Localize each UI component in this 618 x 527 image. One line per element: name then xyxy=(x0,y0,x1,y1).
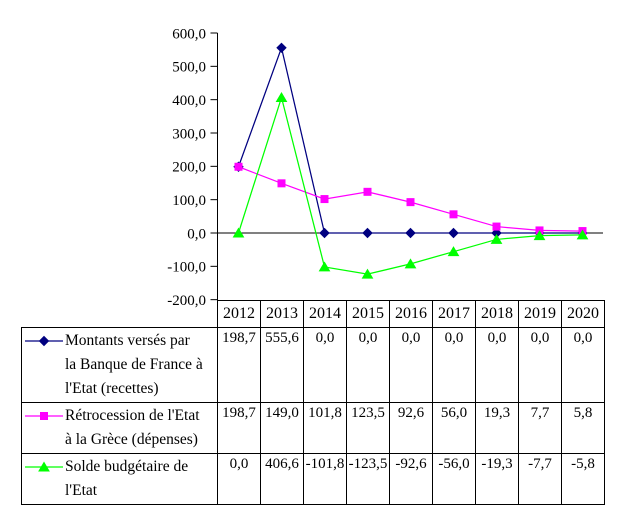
table-cell: 19,3 xyxy=(475,402,519,454)
data-point-marker-square xyxy=(277,179,286,188)
data-point-marker-triangle xyxy=(576,229,589,240)
series-label: Montants versés par la Banque de France à… xyxy=(65,329,203,401)
y-axis-tick-label: -200,0 xyxy=(167,293,206,309)
year-header: 2012 xyxy=(217,300,261,328)
y-axis-tick-label: 100,0 xyxy=(172,193,206,209)
year-header: 2019 xyxy=(518,300,562,328)
table-cell: 0,0 xyxy=(389,327,433,403)
table-cell: 406,6 xyxy=(260,453,304,505)
data-table: 2012 2013 2014 2015 2016 2017 2018 2019 2020 Mont… xyxy=(21,300,605,505)
series-label-line: la Banque de France à xyxy=(65,356,203,373)
series-label-line: l'Etat xyxy=(65,482,98,499)
table-cell: 0,0 xyxy=(561,327,605,403)
table-cell: 149,0 xyxy=(260,402,304,454)
data-point-marker-square xyxy=(492,222,501,231)
data-point-marker-square xyxy=(320,195,329,204)
data-point-marker-triangle xyxy=(318,261,331,272)
table-cell: -56,0 xyxy=(432,453,476,505)
data-point-marker-diamond xyxy=(362,227,373,239)
series-label-line: à la Grèce (dépenses) xyxy=(65,431,198,448)
table-cell: 123,5 xyxy=(346,402,390,454)
table-cell: -101,8 xyxy=(303,453,347,505)
data-point-marker-diamond xyxy=(276,42,287,54)
data-point-marker-square xyxy=(234,162,243,171)
table-cell: 198,7 xyxy=(217,402,261,454)
data-point-marker-diamond xyxy=(319,227,330,239)
year-header: 2017 xyxy=(432,300,476,328)
table-row: Rétrocession de l'Etat à la Grèce (dépens… xyxy=(21,402,605,454)
data-point-marker-diamond xyxy=(405,227,416,239)
data-point-marker-diamond xyxy=(448,227,459,239)
table-cell: -7,7 xyxy=(518,453,562,505)
y-axis-tick-label: 400,0 xyxy=(172,93,206,109)
table-cell: 92,6 xyxy=(389,402,433,454)
data-point-marker-triangle xyxy=(361,268,374,279)
series-label: Solde budgétaire de l'Etat xyxy=(65,455,188,503)
series-label-line: Solde budgétaire de xyxy=(65,458,189,475)
data-point-marker-triangle xyxy=(490,233,503,244)
series-label: Rétrocession de l'Etat à la Grèce (dépens… xyxy=(65,404,200,452)
series-label-cell: Solde budgétaire de l'Etat xyxy=(21,453,218,505)
data-point-marker-square xyxy=(406,198,415,207)
data-point-marker-triangle xyxy=(404,258,417,269)
table-cell: -19,3 xyxy=(475,453,519,505)
table-cell: -123,5 xyxy=(346,453,390,505)
data-point-marker-triangle xyxy=(447,246,460,257)
table-cell: -5,8 xyxy=(561,453,605,505)
data-point-marker-triangle xyxy=(38,461,50,472)
table-cell: 0,0 xyxy=(346,327,390,403)
y-axis-tick-label: 600,0 xyxy=(172,26,206,42)
data-point-marker-triangle xyxy=(533,230,546,241)
line-chart: 600,0 500,0 400,0 300,0 200,0 100,0 0,0 -100,0 -… xyxy=(167,26,603,309)
data-point-marker-triangle xyxy=(232,227,245,238)
table-cell: 0,0 xyxy=(475,327,519,403)
table-cell: 56,0 xyxy=(432,402,476,454)
table-cell: 0,0 xyxy=(518,327,562,403)
series-label-line: l'Etat (recettes) xyxy=(65,380,159,397)
data-point-marker-triangle xyxy=(275,91,288,102)
year-header: 2013 xyxy=(260,300,304,328)
year-header: 2020 xyxy=(561,300,605,328)
table-cell: 7,7 xyxy=(518,402,562,454)
y-axis-tick-label: 500,0 xyxy=(172,60,206,76)
year-header: 2014 xyxy=(303,300,347,328)
table-cell: 555,6 xyxy=(260,327,304,403)
y-axis-tick-label: 300,0 xyxy=(172,126,206,142)
table-cell: 101,8 xyxy=(303,402,347,454)
table-row: Montants versés par la Banque de France à… xyxy=(21,327,605,403)
y-axis-tick-label: -100,0 xyxy=(167,260,206,276)
table-row: Solde budgétaire de l'Etat 0,0 406,6 -101,8-… xyxy=(21,453,605,505)
legend-key-triangle-up-icon xyxy=(25,461,63,472)
table-cell: 198,7 xyxy=(217,327,261,403)
year-header: 2018 xyxy=(475,300,519,328)
data-point-marker-square xyxy=(363,187,372,196)
table-cell: 5,8 xyxy=(561,402,605,454)
series-label-cell: Montants versés par la Banque de France à… xyxy=(21,327,218,403)
series-label-line: Montants versés par xyxy=(65,332,190,349)
legend-key-square-icon xyxy=(25,412,63,420)
year-header: 2015 xyxy=(346,300,390,328)
year-header-row: 2012 2013 2014 2015 2016 2017 2018 2019 2020 xyxy=(22,300,605,328)
data-point-marker-diamond xyxy=(38,335,50,347)
table-corner-spacer xyxy=(22,301,218,328)
series-label-cell: Rétrocession de l'Etat à la Grèce (dépens… xyxy=(21,402,218,454)
data-point-marker-square xyxy=(40,412,48,420)
y-axis-tick-label: 200,0 xyxy=(172,160,206,176)
table-cell: 0,0 xyxy=(217,453,261,505)
data-point-marker-square xyxy=(449,210,458,219)
series-label-line: Rétrocession de l'Etat xyxy=(65,407,200,424)
table-cell: 0,0 xyxy=(432,327,476,403)
table-cell: 0,0 xyxy=(303,327,347,403)
table-cell: -92,6 xyxy=(389,453,433,505)
legend-key-diamond-icon xyxy=(25,335,63,347)
year-header: 2016 xyxy=(389,300,433,328)
y-axis-tick-label: 0,0 xyxy=(187,226,206,242)
